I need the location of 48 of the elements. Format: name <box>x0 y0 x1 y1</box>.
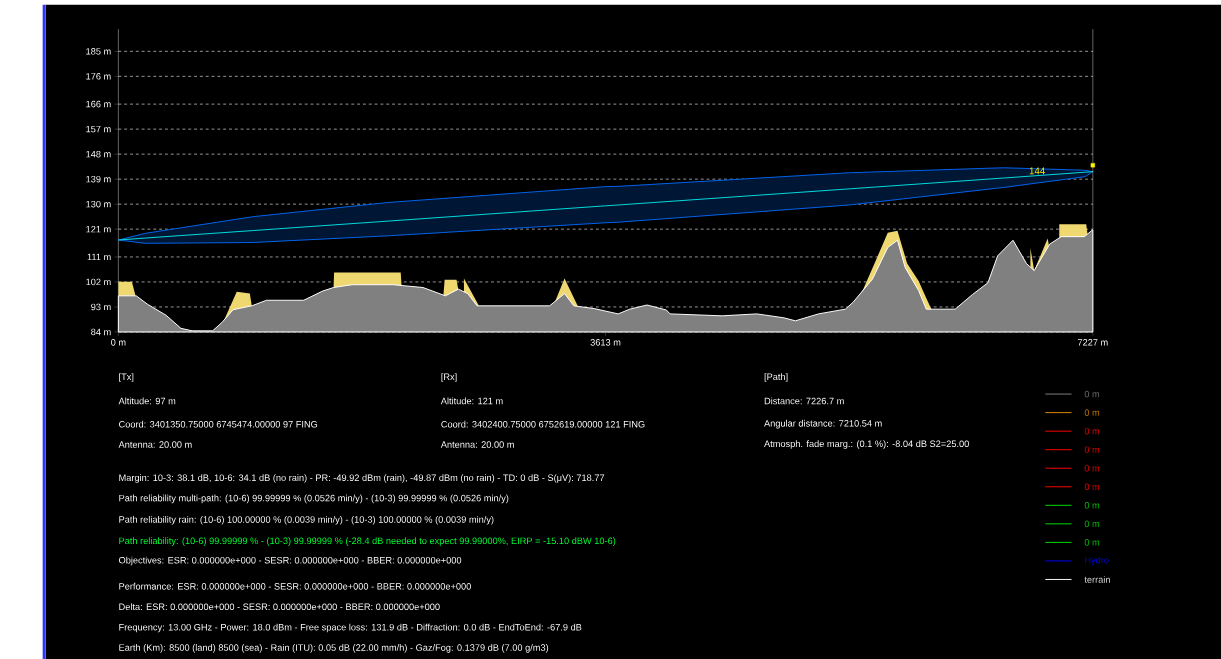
y-tick-label: 148 m <box>86 150 111 158</box>
text: [Rx] <box>441 373 457 382</box>
text: [Path] <box>764 373 788 382</box>
text: Objectives: ESR: 0.000000e+000 - SESR: 0.000000e+000 - BBER: 0.000000e+000 <box>119 556 462 566</box>
text: Earth (Km): 8500 (land) 8500 (sea) - Rain (ITU): 0.05 dB (22.00 mm/h) - Gaz/Fog: 0.1379 dB (7.00 g/m3) <box>119 644 549 653</box>
text: Margin: 10-3: 38.1 dB, 10-6: 34.1 dB (no rain) - PR: -49.92 dBm (rain), -49.87 dBm (no rain) - TD: 0 dB - S(μV): 718.77 <box>119 474 605 483</box>
text: [Tx] <box>119 373 134 382</box>
y-tick-label: 157 m <box>86 125 111 133</box>
y-tick-label: 121 m <box>86 225 111 233</box>
text: Altitude: 121 m <box>440 397 503 405</box>
y-tick-label: 176 m <box>86 73 111 80</box>
y-tick-label: 139 m <box>86 175 111 183</box>
annotation: 144 <box>1029 167 1045 175</box>
x-tick-label: 7227 m <box>1077 339 1108 346</box>
legend-label: 0 m <box>1084 409 1100 416</box>
x-tick-label: 0 m <box>111 339 126 346</box>
legend-label: 0 m <box>1084 483 1100 491</box>
legend-label: 0 m <box>1084 539 1100 546</box>
text: Path reliability multi-path: (10-6) 99.99999 % (0.0526 min/y) - (10-3) 99.99999 % (0.0526 min/y) <box>119 494 509 504</box>
legend-label: 0 m <box>1084 502 1100 509</box>
text: Performance: ESR: 0.000000e+000 - SESR: 0.000000e+000 - BBER: 0.000000e+000 <box>119 582 471 590</box>
y-tick-label: 102 m <box>86 278 111 286</box>
legend-label: terrain <box>1084 576 1110 583</box>
text: Coord: 3402400.75000 6752619.00000 121 FING <box>441 420 645 428</box>
text: Frequency: 13.00 GHz - Power: 18.0 dBm - Free space loss: 131.9 dB - Diffraction: 0.0 dB - EndToEnd: -67.9 dB <box>119 623 582 633</box>
text: Antenna: 20.00 m <box>440 441 514 448</box>
text: Distance: 7226.7 m <box>764 397 844 405</box>
y-tick-label: 130 m <box>86 200 111 208</box>
text: Antenna: 20.00 m <box>118 441 192 448</box>
y-tick-label: 93 m <box>91 303 111 311</box>
text: Atmosph. fade marg.: (0.1 %): -8.04 dB S2=25.00 <box>764 440 969 449</box>
legend-label: 0 m <box>1084 390 1100 398</box>
y-tick-label: 166 m <box>86 100 111 108</box>
legend-label: Hydro <box>1085 556 1109 566</box>
y-tick-label: 185 m <box>86 48 111 55</box>
legend-label: 0 m <box>1084 520 1100 528</box>
text: Altitude: 97 m <box>118 397 176 405</box>
y-tick-label: 111 m <box>87 253 111 261</box>
text: Path reliability rain: (10-6) 100.00000 % (0.0039 min/y) - (10-3) 100.00000 % (0.0039 min/y) <box>119 515 494 525</box>
text: Angular distance: 7210.54 m <box>764 419 882 429</box>
x-tick-label: 3613 m <box>590 339 621 346</box>
text: Coord: 3401350.75000 6745474.00000 97 FING <box>119 420 318 428</box>
legend-label: 0 m <box>1084 464 1100 472</box>
text: Delta: ESR: 0.000000e+000 - SESR: 0.000000e+000 - BBER: 0.000000e+000 <box>119 603 440 611</box>
y-tick-label: 84 m <box>91 328 111 336</box>
legend-label: 0 m <box>1084 446 1100 453</box>
legend-label: 0 m <box>1084 427 1100 435</box>
text: Path reliability: (10-6) 99.99999 % - (10-3) 99.99999 % (-28.4 dB needed to expect 99.99000%, EIRP = -15.10 dBW 10-6) <box>119 537 616 546</box>
